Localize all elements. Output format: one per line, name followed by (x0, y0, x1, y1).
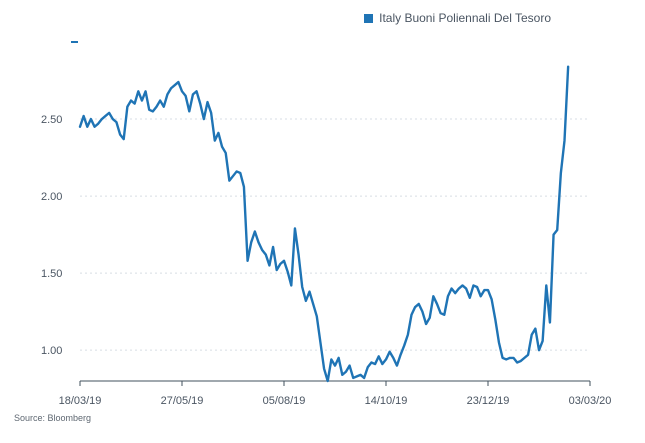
x-tick-label: 18/03/19 (59, 395, 102, 407)
axis-layer (71, 41, 591, 386)
grid-layer (80, 118, 590, 351)
y-tick-label: 2.00 (41, 191, 62, 203)
label-layer: 1.00 1.50 2.00 2.50 18/03/19 27/05/19 05/08/19… (41, 114, 611, 407)
legend-label: Italy Buoni Poliennali Del Tesoro (379, 11, 551, 25)
x-tick-label: 14/10/19 (365, 395, 408, 407)
x-tick-label: 03/03/20 (569, 395, 612, 407)
series-line (78, 65, 570, 383)
series-layer (78, 65, 570, 383)
legend-swatch (364, 13, 374, 23)
y-tick-label: 1.50 (41, 268, 62, 280)
y-tick-label: 2.50 (41, 114, 62, 126)
x-tick-label: 27/05/19 (161, 395, 204, 407)
x-tick-label: 05/08/19 (263, 395, 306, 407)
y-tick-label: 1.00 (41, 345, 62, 357)
source-note: Source: Bloomberg (14, 413, 92, 423)
x-tick-label: 23/12/19 (467, 395, 510, 407)
legend: Italy Buoni Poliennali Del Tesoro (364, 11, 551, 25)
